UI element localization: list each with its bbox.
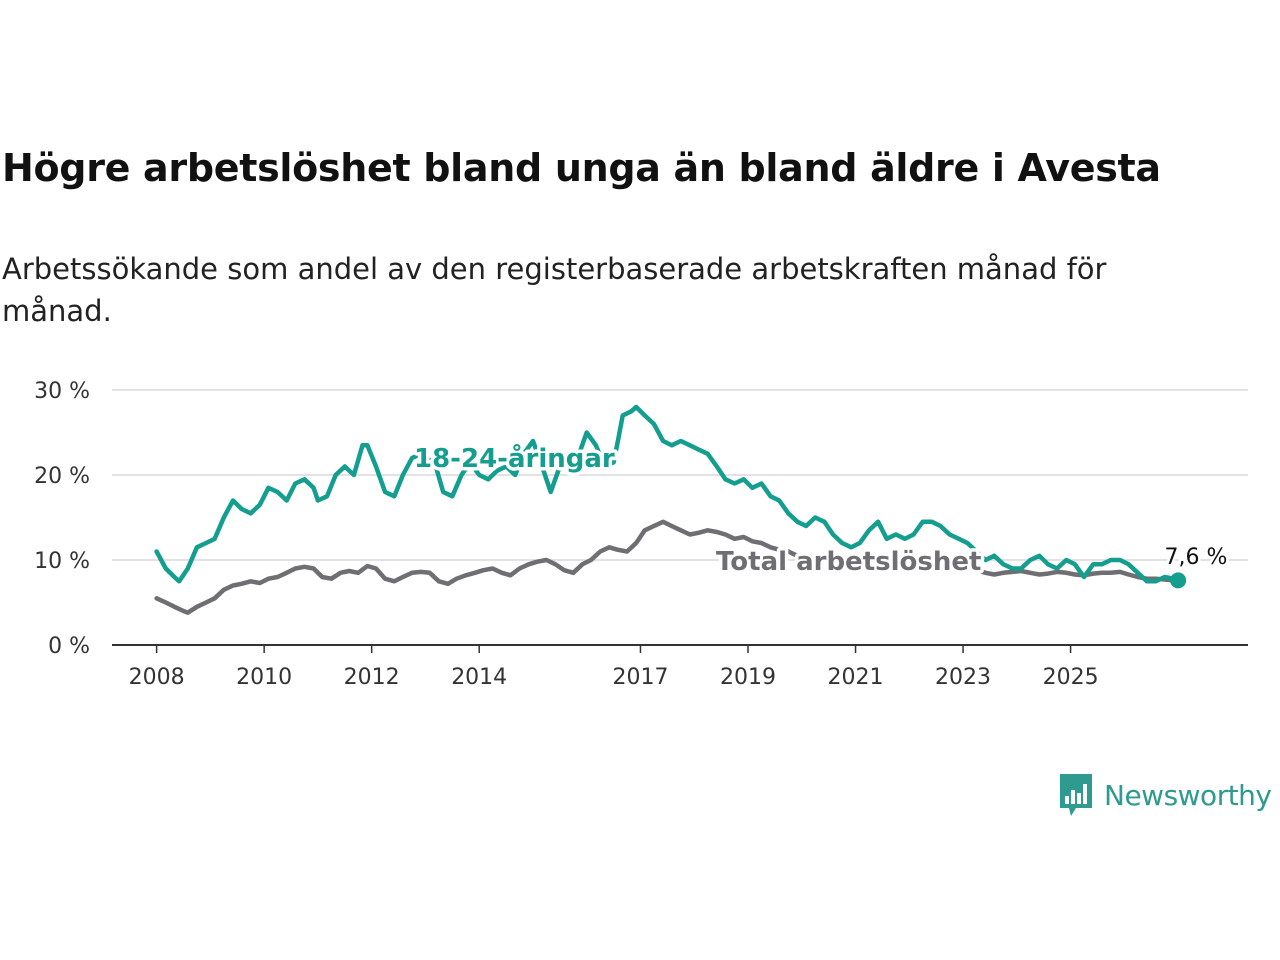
x-tick-label: 2017 [612,665,668,690]
x-tick-label: 2014 [451,665,507,690]
y-tick-label: 0 % [48,634,90,659]
series-labels: 18-24-åringar Total arbetslöshet 7,6 % [411,439,1230,581]
series-lines [154,404,1187,615]
series-label-youth: 18-24-åringar [414,442,615,474]
line-chart: 0 % 10 % 20 % 30 % 2008 2010 2012 2014 2017 2019… [34,379,1248,690]
y-axis: 0 % 10 % 20 % 30 % [34,379,90,659]
y-tick-label: 30 % [34,379,90,404]
x-tick-label: 2025 [1043,665,1099,690]
x-tick-label: 2021 [828,665,884,690]
newsworthy-logo-icon [1060,774,1092,816]
x-tick-label: 2023 [935,665,991,690]
grid-lines [112,389,1248,561]
series-label-total: Total arbetslöshet [716,547,981,577]
series-line-1 [154,519,1177,615]
y-tick-label: 10 % [34,549,90,574]
chart-subtitle: Arbetssökande som andel av den registerb… [2,252,1107,328]
y-tick-label: 20 % [34,464,90,489]
x-axis: 2008 2010 2012 2014 2017 2019 2021 2023 2025 [112,644,1248,690]
brand-name: Newsworthy [1104,778,1272,812]
x-tick-label: 2008 [129,665,185,690]
x-tick-label: 2019 [720,665,776,690]
series-end-marker [1170,572,1187,589]
x-tick-label: 2012 [344,665,400,690]
last-value-label: 7,6 % [1165,545,1228,570]
chart-title: Högre arbetslöshet bland unga än bland ä… [2,146,1161,190]
brand-logo[interactable]: Newsworthy [1058,772,1272,818]
x-tick-label: 2010 [236,665,292,690]
series-line-0 [154,404,1181,584]
